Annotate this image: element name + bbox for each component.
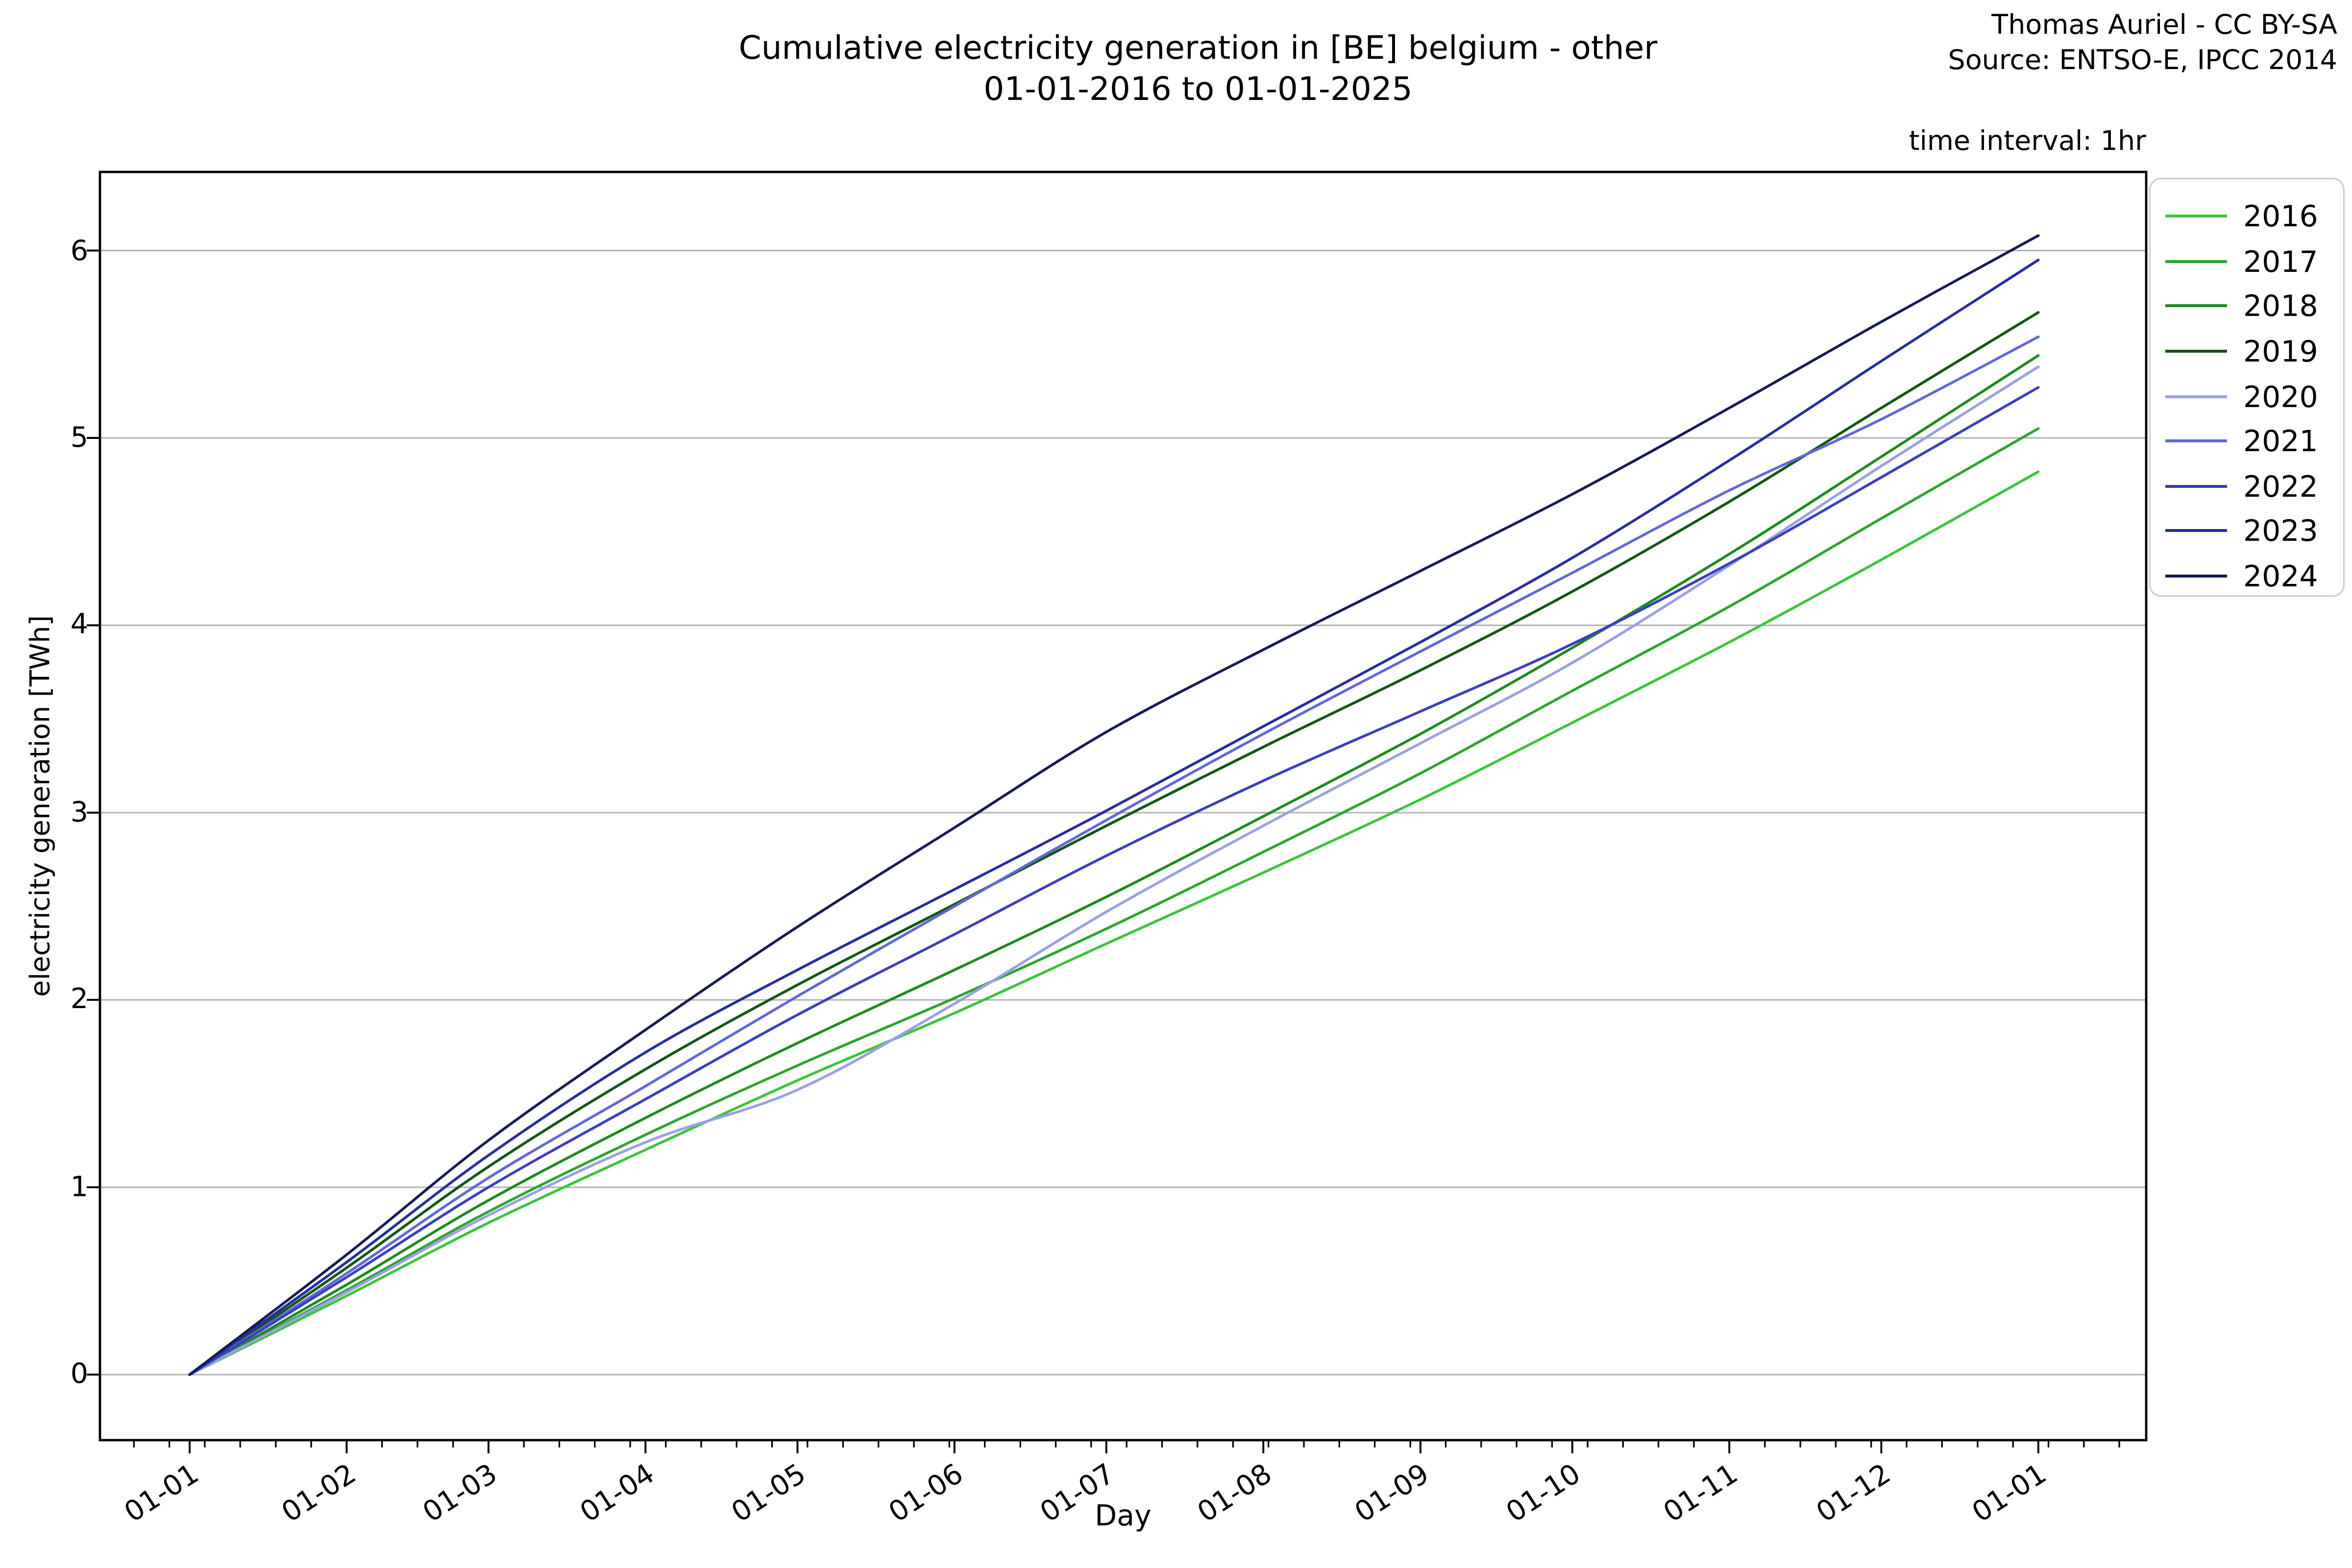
y-tick-label-3: 3 [70, 796, 88, 829]
legend-item-2018: 2018 [2165, 284, 2343, 329]
legend-label-2022: 2022 [2243, 468, 2318, 504]
series-line-2020 [188, 365, 2040, 1376]
attribution-source: Source: ENTSO-E, IPCC 2014 [1948, 46, 2337, 76]
legend-item-2016: 2016 [2165, 194, 2343, 239]
legend-item-2022: 2022 [2165, 464, 2343, 509]
time-interval-annotation: time interval: 1hr [1909, 126, 2146, 157]
chart-title-line1: Cumulative electricity generation in [BE… [738, 31, 1658, 68]
page-title: Cumulative electricity generation in [BE… [22, 28, 2352, 112]
legend-label-2021: 2021 [2243, 423, 2318, 459]
series-line-2019 [188, 311, 2040, 1376]
legend-item-2024: 2024 [2165, 554, 2343, 599]
legend-item-2017: 2017 [2165, 239, 2343, 284]
series-line-2018 [188, 354, 2040, 1376]
legend-swatch-2019 [2165, 350, 2227, 353]
series-line-2023 [188, 259, 2040, 1376]
y-tick-label-5: 5 [70, 422, 88, 454]
legend-label-2019: 2019 [2243, 334, 2318, 369]
chart-title-line2: 01-01-2016 to 01-01-2025 [983, 72, 1413, 109]
legend-item-2021: 2021 [2165, 419, 2343, 464]
legend-item-2019: 2019 [2165, 329, 2343, 374]
legend-swatch-2022 [2165, 484, 2227, 488]
legend-swatch-2024 [2165, 575, 2227, 578]
legend-swatch-2016 [2165, 215, 2227, 218]
legend-label-2023: 2023 [2243, 513, 2318, 549]
x-axis-label: Day [1095, 1499, 1152, 1533]
series-line-2017 [188, 427, 2040, 1376]
legend-item-2023: 2023 [2165, 508, 2343, 554]
legend-item-2020: 2020 [2165, 374, 2343, 419]
y-tick-label-6: 6 [70, 234, 88, 267]
legend-label-2020: 2020 [2243, 379, 2318, 414]
series-line-2021 [188, 335, 2040, 1376]
y-tick-label-1: 1 [70, 1171, 88, 1204]
legend-label-2016: 2016 [2243, 198, 2318, 234]
y-tick-label-0: 0 [70, 1358, 88, 1391]
legend-label-2024: 2024 [2243, 558, 2318, 594]
legend-swatch-2020 [2165, 395, 2227, 398]
series-line-2024 [188, 234, 2040, 1376]
legend-swatch-2018 [2165, 305, 2227, 308]
attribution-author: Thomas Auriel - CC BY-SA [1991, 10, 2337, 41]
series-line-2016 [188, 470, 2040, 1376]
legend-swatch-2021 [2165, 439, 2227, 443]
series-line-2022 [188, 386, 2040, 1376]
legend: 2016 2017 2018 2019 2020 2021 2022 2023 2024 [2149, 178, 2345, 597]
legend-swatch-2023 [2165, 530, 2227, 533]
axes-frame [98, 170, 2148, 1442]
y-tick-label-2: 2 [70, 984, 88, 1016]
legend-swatch-2017 [2165, 260, 2227, 263]
attribution-text: Thomas Auriel - CC BY-SA Source: ENTSO-E… [1948, 9, 2337, 79]
y-tick-label-4: 4 [70, 609, 88, 642]
legend-label-2018: 2018 [2243, 289, 2318, 324]
legend-label-2017: 2017 [2243, 243, 2318, 279]
